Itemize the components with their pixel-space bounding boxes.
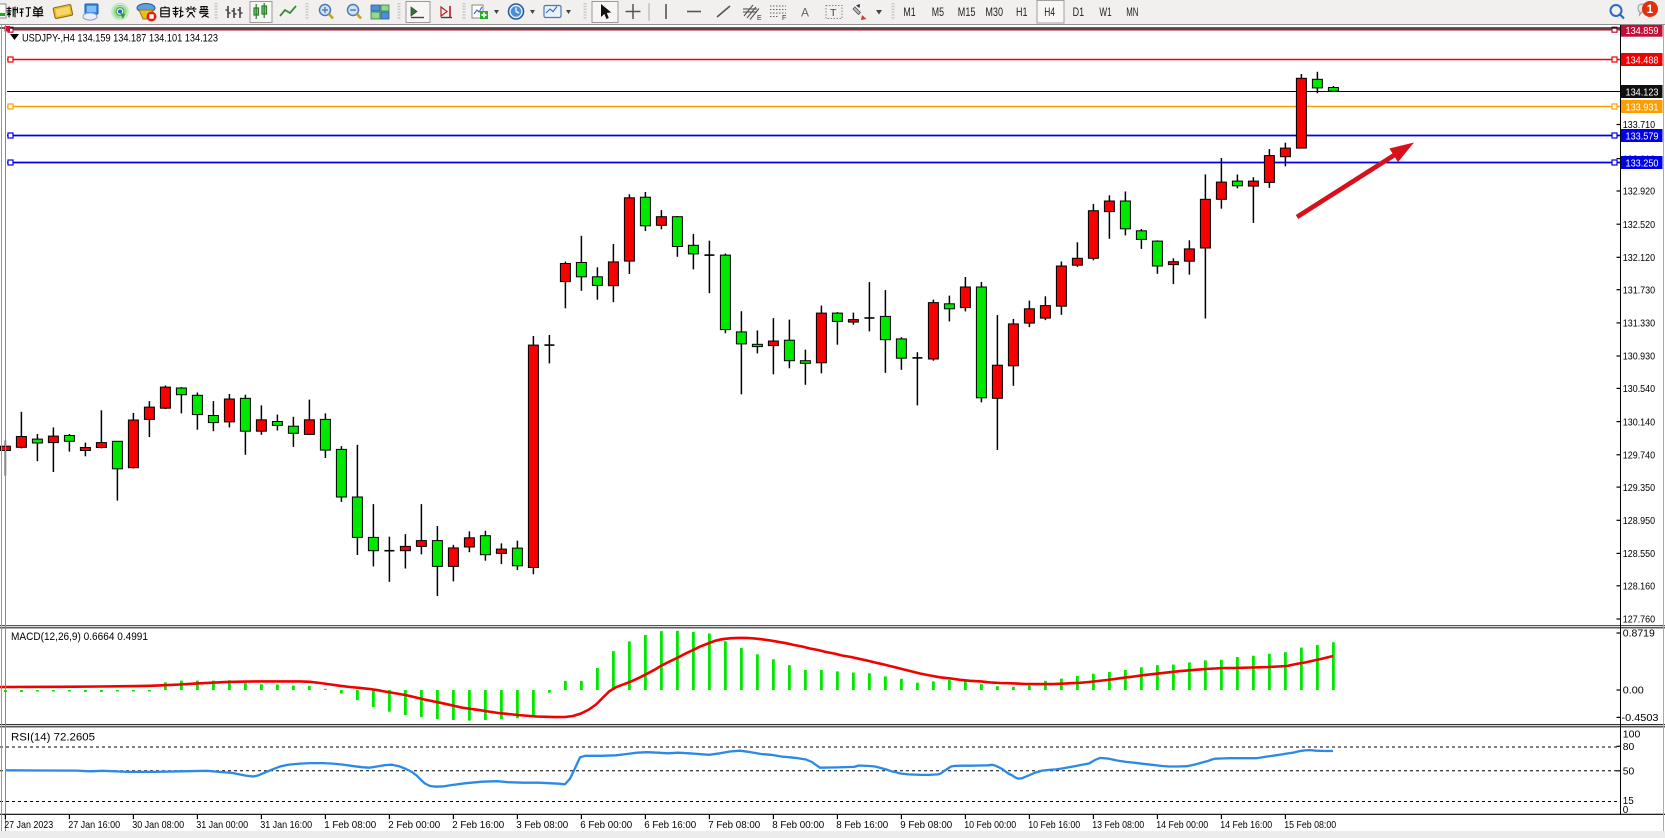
svg-text:T: T <box>830 7 837 19</box>
svg-text:130.930: 130.930 <box>1623 352 1656 363</box>
svg-text:133.250: 133.250 <box>1626 158 1659 169</box>
svg-text:F: F <box>782 15 786 22</box>
svg-text:6 Feb 16:00: 6 Feb 16:00 <box>644 820 696 831</box>
svg-text:31 Jan 16:00: 31 Jan 16:00 <box>260 820 312 831</box>
svg-text:7 Feb 08:00: 7 Feb 08:00 <box>708 820 760 831</box>
svg-text:MN: MN <box>1126 5 1138 19</box>
svg-text:H4: H4 <box>1044 5 1055 19</box>
svg-text:13 Feb 08:00: 13 Feb 08:00 <box>1092 820 1144 831</box>
svg-text:131.730: 131.730 <box>1623 285 1656 296</box>
svg-text:W1: W1 <box>1099 5 1112 19</box>
svg-text:-0.4503: -0.4503 <box>1622 713 1659 724</box>
svg-text:131.330: 131.330 <box>1623 319 1656 330</box>
svg-text:134.488: 134.488 <box>1626 55 1659 66</box>
svg-text:134.859: 134.859 <box>1626 26 1659 37</box>
svg-text:2 Feb 16:00: 2 Feb 16:00 <box>452 820 504 831</box>
svg-text:M30: M30 <box>985 5 1003 19</box>
svg-text:M5: M5 <box>932 5 944 19</box>
svg-text:E: E <box>757 15 762 22</box>
svg-text:132.520: 132.520 <box>1623 220 1656 231</box>
svg-text:128.550: 128.550 <box>1623 549 1656 560</box>
svg-text:USDJPY-,H4 134.159 134.187 13: USDJPY-,H4 134.159 134.187 134.101 134.1… <box>22 33 218 45</box>
svg-text:6 Feb 00:00: 6 Feb 00:00 <box>580 820 632 831</box>
svg-text:31 Jan 00:00: 31 Jan 00:00 <box>196 820 248 831</box>
svg-text:3 Feb 08:00: 3 Feb 08:00 <box>516 820 568 831</box>
svg-text:133.579: 133.579 <box>1626 131 1659 142</box>
svg-text:10 Feb 16:00: 10 Feb 16:00 <box>1028 820 1080 831</box>
svg-text:80: 80 <box>1623 742 1635 753</box>
svg-text:RSI(14) 72.2605: RSI(14) 72.2605 <box>11 732 95 744</box>
svg-text:27 Jan 2023: 27 Jan 2023 <box>4 820 53 831</box>
svg-text:0.8719: 0.8719 <box>1623 629 1655 640</box>
svg-text:100: 100 <box>1623 730 1641 741</box>
svg-text:MACD(12,26,9) 0.6664 0.4991: MACD(12,26,9) 0.6664 0.4991 <box>11 631 148 643</box>
svg-text:14 Feb 00:00: 14 Feb 00:00 <box>1156 820 1208 831</box>
svg-text:129.350: 129.350 <box>1623 483 1656 494</box>
svg-text:129.740: 129.740 <box>1623 451 1656 462</box>
svg-text:D1: D1 <box>1073 5 1085 19</box>
svg-text:M15: M15 <box>958 5 976 19</box>
svg-text:27 Jan 16:00: 27 Jan 16:00 <box>68 820 120 831</box>
svg-text:132.120: 132.120 <box>1623 253 1656 264</box>
svg-text:0: 0 <box>1623 805 1629 816</box>
svg-text:15 Feb 08:00: 15 Feb 08:00 <box>1284 820 1336 831</box>
svg-text:2 Feb 00:00: 2 Feb 00:00 <box>388 820 440 831</box>
svg-text:128.160: 128.160 <box>1623 582 1656 593</box>
svg-text:A: A <box>801 6 809 20</box>
svg-text:130.140: 130.140 <box>1623 417 1656 428</box>
svg-text:50: 50 <box>1623 767 1635 778</box>
svg-text:15: 15 <box>1623 796 1634 807</box>
svg-text:1: 1 <box>1647 4 1654 16</box>
svg-text:133.931: 133.931 <box>1626 102 1659 113</box>
svg-text:1 Feb 08:00: 1 Feb 08:00 <box>324 820 376 831</box>
svg-text:130.540: 130.540 <box>1623 384 1656 395</box>
svg-text:8 Feb 00:00: 8 Feb 00:00 <box>772 820 824 831</box>
svg-text:132.920: 132.920 <box>1623 187 1656 198</box>
svg-text:H1: H1 <box>1016 5 1028 19</box>
svg-text:8 Feb 16:00: 8 Feb 16:00 <box>836 820 888 831</box>
svg-text:9 Feb 08:00: 9 Feb 08:00 <box>900 820 952 831</box>
svg-text:M1: M1 <box>903 5 916 19</box>
svg-text:10 Feb 00:00: 10 Feb 00:00 <box>964 820 1016 831</box>
svg-text:127.760: 127.760 <box>1623 615 1656 626</box>
svg-text:134.123: 134.123 <box>1626 87 1659 98</box>
svg-text:14 Feb 16:00: 14 Feb 16:00 <box>1220 820 1272 831</box>
svg-text:0.00: 0.00 <box>1623 686 1644 697</box>
svg-text:128.950: 128.950 <box>1623 516 1656 527</box>
svg-text:30 Jan 08:00: 30 Jan 08:00 <box>132 820 184 831</box>
svg-text:133.710: 133.710 <box>1623 120 1656 131</box>
